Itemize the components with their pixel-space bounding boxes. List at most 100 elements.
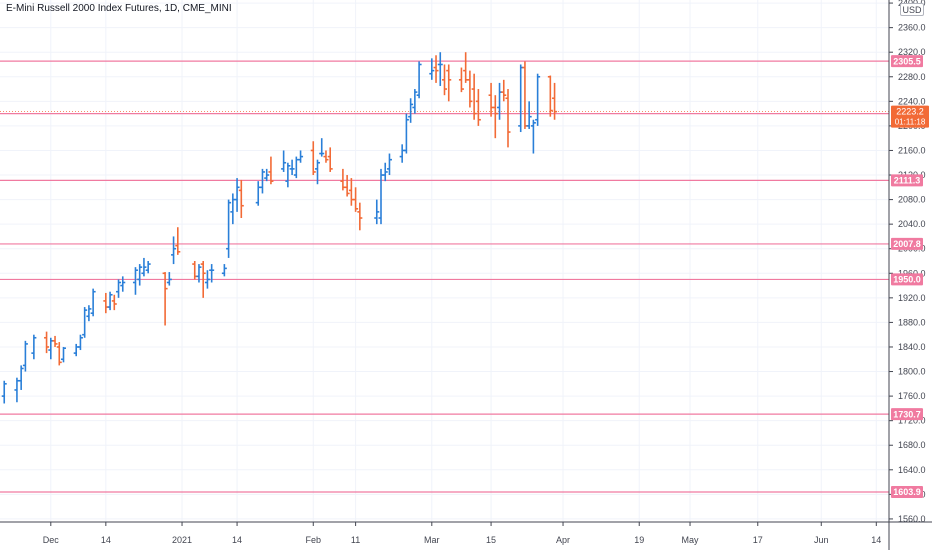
ohlc-bar <box>471 73 477 120</box>
x-tick-label: 2021 <box>172 535 192 545</box>
y-tick-label: 1960.0 <box>898 268 926 278</box>
ohlc-bar <box>433 55 439 83</box>
last-price-value: 2223.2 <box>896 107 924 117</box>
ohlc-bar <box>289 159 295 176</box>
ohlc-bar <box>90 288 96 317</box>
ohlc-bar <box>116 279 122 298</box>
ohlc-bar <box>319 138 325 157</box>
ohlc-bar <box>238 179 244 219</box>
y-tick-label: 1800.0 <box>898 367 926 377</box>
ohlc-bar <box>141 257 147 277</box>
ohlc-bar <box>56 342 62 366</box>
ohlc-bar <box>357 202 363 231</box>
ohlc-bar <box>103 292 109 314</box>
level-label-text: 2305.5 <box>893 56 921 66</box>
ohlc-bar <box>399 144 405 163</box>
y-tick-label: 2160.0 <box>898 145 926 155</box>
ohlc-bar <box>501 79 507 102</box>
ohlc-bar <box>403 113 409 154</box>
horizontal-levels <box>0 60 889 493</box>
ohlc-bar <box>230 193 236 225</box>
ohlc-bar <box>492 95 498 139</box>
currency-badge[interactable]: USD <box>900 3 924 16</box>
ohlc-bar <box>412 89 418 114</box>
ohlc-bar <box>386 153 392 176</box>
ohlc-bar <box>52 335 58 347</box>
ohlc-bar <box>374 199 380 225</box>
x-tick-label: 14 <box>232 535 242 545</box>
ohlc-bar <box>437 52 443 86</box>
y-tick-label: 2040.0 <box>898 219 926 229</box>
level-label-text: 2007.8 <box>893 239 921 249</box>
ohlc-bar <box>175 227 181 255</box>
ohlc-bar <box>552 82 558 120</box>
ohlc-bar <box>171 236 177 265</box>
y-tick-label: 1920.0 <box>898 293 926 303</box>
level-price-label: 1950.0 <box>891 273 923 286</box>
ohlc-bar <box>107 291 113 311</box>
ohlc-bar <box>475 89 481 126</box>
level-label-text: 1730.7 <box>893 409 921 419</box>
ohlc-bar <box>111 294 117 311</box>
ohlc-bar <box>204 270 210 289</box>
ohlc-bar <box>518 64 524 133</box>
ohlc-bar <box>120 276 126 292</box>
level-label-text: 1950.0 <box>893 275 921 285</box>
level-price-label: 2007.8 <box>891 237 923 250</box>
y-tick-label: 1720.0 <box>898 416 926 426</box>
level-label-text: 2111.3 <box>894 176 921 186</box>
ohlc-bar <box>348 178 354 206</box>
ohlc-bar <box>82 307 88 338</box>
ohlc-bar <box>344 175 350 197</box>
ohlc-bar <box>535 73 541 126</box>
x-tick-label: May <box>682 535 700 545</box>
ohlc-bar <box>234 178 240 212</box>
ohlc-bar <box>522 61 528 129</box>
x-tick-label: 11 <box>351 535 360 545</box>
last-price-bg <box>891 105 929 128</box>
ohlc-bar <box>162 272 168 326</box>
level-label-bg <box>891 408 923 421</box>
x-tick-label: 14 <box>101 535 111 545</box>
ohlc-bar <box>526 101 532 129</box>
y-tick-label: 1560.0 <box>898 514 926 524</box>
x-tick-label: 14 <box>871 535 881 545</box>
x-tick-label: 17 <box>753 535 763 545</box>
price-labels: 2305.52220.02111.32007.81950.01730.71603… <box>891 55 929 498</box>
ohlc-bar <box>31 334 37 360</box>
y-tick-label: 1840.0 <box>898 342 926 352</box>
ohlc-bar <box>505 89 511 148</box>
ohlc-bar <box>226 199 232 258</box>
ohlc-bar <box>442 64 447 96</box>
x-tick-label: Mar <box>424 535 440 545</box>
level-label-bg <box>891 273 923 286</box>
ohlc-bar <box>196 264 202 283</box>
ohlc-bar <box>268 156 274 185</box>
y-tick-label: 1760.0 <box>898 391 926 401</box>
ohlc-bar <box>285 162 291 188</box>
ohlc-bar <box>382 162 388 182</box>
ohlc-bar <box>416 61 422 99</box>
ohlc-bar <box>137 264 143 286</box>
y-tick-label: 2320.0 <box>898 47 926 57</box>
ohlc-bar <box>1 380 7 404</box>
ohlc-bar <box>327 147 333 172</box>
level-price-label: 2305.5 <box>891 55 923 68</box>
ohlc-bar <box>166 272 172 286</box>
ohlc-bar <box>530 119 536 154</box>
y-tick-label: 1640.0 <box>898 465 926 475</box>
ohlc-bar <box>281 150 287 172</box>
x-tick-label: 15 <box>486 535 496 545</box>
x-tick-label: Feb <box>306 535 322 545</box>
ohlc-bar <box>145 261 151 274</box>
chart-title: E-Mini Russell 2000 Index Futures, 1D, C… <box>6 3 232 14</box>
ohlc-bar <box>22 340 28 372</box>
ohlc-bar <box>408 98 414 123</box>
y-tick-label: 1680.0 <box>898 440 926 450</box>
ohlc-bar <box>18 365 24 390</box>
ohlc-bar <box>259 168 265 194</box>
level-label-bg <box>891 485 923 498</box>
ohlc-bar <box>323 150 329 163</box>
ohlc-bar <box>353 187 359 212</box>
